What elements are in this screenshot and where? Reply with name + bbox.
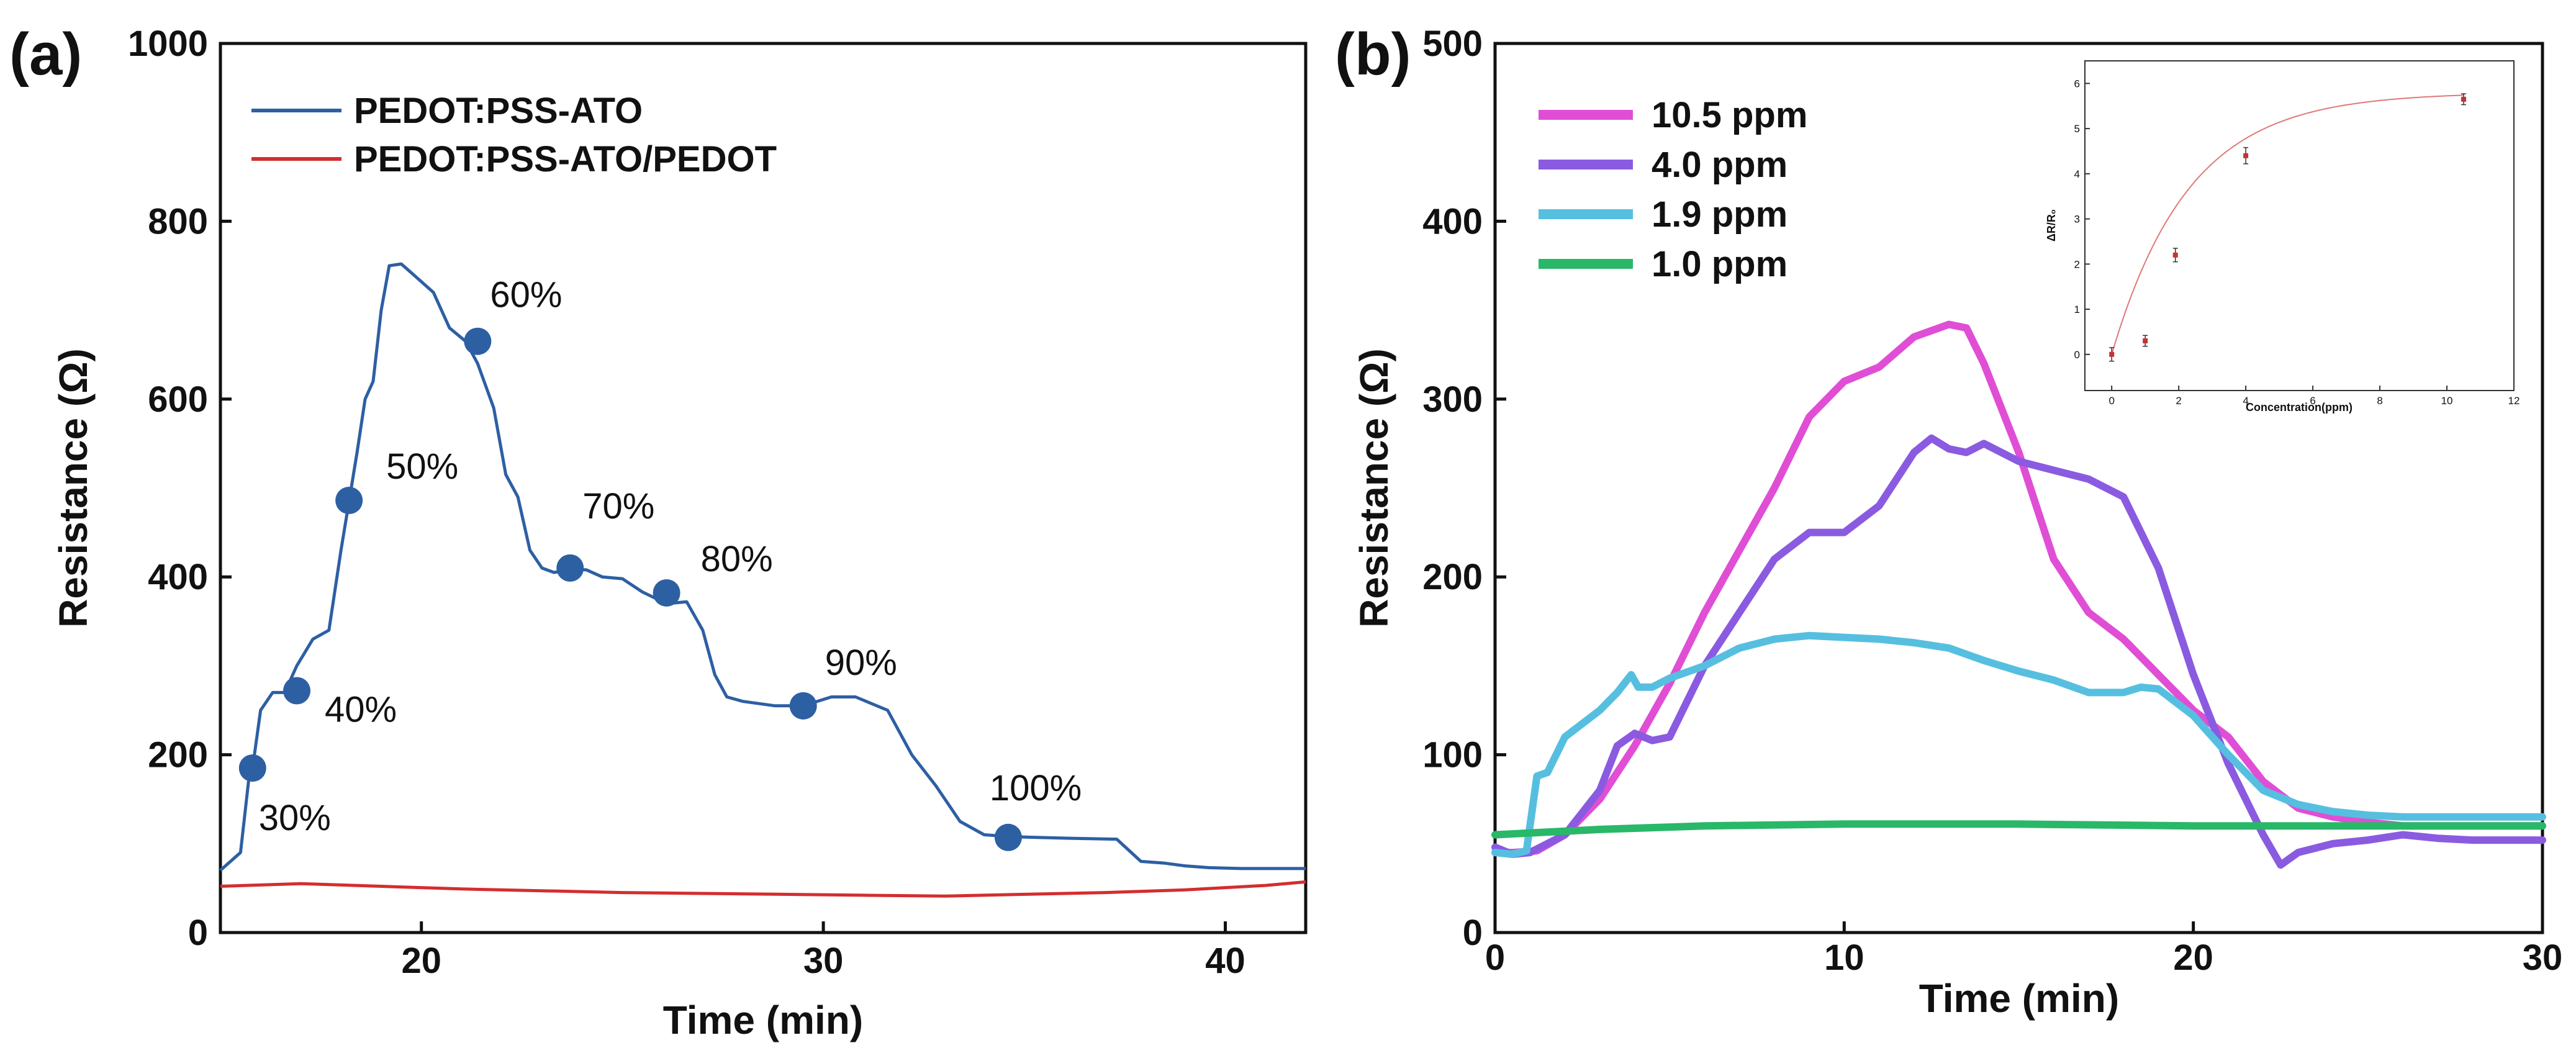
panel-b-label: (b) [1335, 21, 1411, 88]
inset-data-point [2461, 96, 2467, 102]
inset-data-point [2172, 252, 2178, 258]
inset-ytick-label: 0 [2074, 349, 2080, 361]
inset-frame [2084, 60, 2515, 391]
inset-xlabel: Concentration(ppm) [2246, 401, 2352, 414]
a-marker-point [653, 579, 680, 607]
b-ytick-label: 500 [1422, 24, 1483, 64]
inset-fit-curve [2111, 94, 2464, 355]
b-series-line-3 [1491, 820, 2546, 839]
a-marker-point [789, 692, 817, 720]
legend-label-b-3: 1.0 ppm [1652, 244, 1787, 284]
inset-xtick-label: 12 [2508, 395, 2520, 407]
a-marker-point [464, 327, 492, 355]
panel-a-legend: PEDOT:PSS-ATO PEDOT:PSS-ATO/PEDOT [251, 91, 777, 179]
b-ytick-label: 100 [1422, 735, 1483, 775]
a-marker-label: 70% [582, 486, 654, 526]
inset-ytick-label: 3 [2074, 214, 2080, 225]
inset-ylabel: ΔR/R₀ [2045, 209, 2058, 242]
panel-a-ylabel: Resistance (Ω) [51, 348, 96, 628]
legend-label-a-0: PEDOT:PSS-ATO [354, 91, 643, 131]
a-marker-label: 40% [325, 689, 397, 730]
a-marker-point [335, 487, 363, 515]
inset-data-point [2243, 153, 2249, 158]
a-marker-label: 30% [259, 798, 331, 838]
inset-plot [2109, 93, 2467, 362]
b-ytick-label: 200 [1422, 557, 1483, 597]
a-ytick-label: 1000 [128, 24, 208, 64]
panel-a-frame [219, 42, 1308, 934]
inset-ytick-label: 5 [2074, 123, 2080, 135]
panel-a-markers: 30% 40% 50% 60% 70% 80% 90% 100% [238, 275, 1082, 851]
panel-b-legend: 10.5 ppm 4.0 ppm 1.9 ppm 1.0 ppm [1539, 95, 1807, 284]
b-series-line-1 [1491, 434, 2546, 869]
a-marker-point [238, 754, 266, 782]
a-ytick-label: 400 [148, 557, 208, 597]
panel-a: (a) 0 200 400 600 800 1000 20 30 40 30% 40% 50% 60%… [9, 21, 1308, 1042]
a-xtick-label: 40 [1205, 941, 1245, 981]
b-series-line-2 [1491, 631, 2546, 858]
inset-data-point [2109, 351, 2115, 357]
legend-label-b-0: 10.5 ppm [1652, 95, 1807, 135]
panel-a-series [219, 262, 1306, 898]
b-xtick-label: 10 [1824, 938, 1864, 978]
inset-ytick-label: 4 [2074, 168, 2080, 180]
inset-background [2084, 60, 2515, 391]
inset-xtick-label: 4 [2243, 395, 2248, 407]
panel-b-xlabel: Time (min) [1919, 976, 2119, 1021]
a-marker-point [994, 823, 1022, 851]
legend-label-b-1: 4.0 ppm [1652, 145, 1787, 185]
a-marker-label: 50% [386, 446, 458, 487]
inset-xtick-label: 10 [2441, 395, 2453, 407]
a-marker-label: 60% [490, 275, 562, 315]
a-marker-label: 80% [701, 539, 773, 579]
legend-label-b-2: 1.9 ppm [1652, 194, 1787, 235]
a-marker-label: 90% [825, 643, 897, 683]
a-xtick-label: 20 [401, 941, 441, 981]
b-ytick-label: 0 [1463, 913, 1483, 953]
b-ytick-label: 300 [1422, 379, 1483, 420]
a-ytick-label: 200 [148, 735, 208, 775]
b-xtick-label: 30 [2523, 938, 2563, 978]
a-marker-label: 100% [990, 768, 1082, 808]
inset-ytick-label: 1 [2074, 304, 2080, 315]
a-marker-point [283, 677, 311, 705]
panel-b-frame [1493, 42, 2544, 934]
panel-a-ticks: 0 200 400 600 800 1000 20 30 40 [128, 24, 1245, 981]
a-ytick-label: 800 [148, 201, 208, 242]
panel-a-xlabel: Time (min) [663, 998, 863, 1042]
b-xtick-label: 0 [1485, 938, 1505, 978]
inset-xtick-label: 2 [2176, 395, 2181, 407]
a-ytick-label: 0 [188, 913, 208, 953]
inset-ytick-label: 6 [2074, 78, 2080, 89]
a-ytick-label: 600 [148, 379, 208, 420]
inset-ytick-label: 2 [2074, 258, 2080, 270]
a-series-line-1 [220, 880, 1306, 898]
inset-xtick-label: 8 [2377, 395, 2382, 407]
panel-b-series [1491, 320, 2546, 869]
a-xtick-label: 30 [803, 941, 844, 981]
legend-label-a-1: PEDOT:PSS-ATO/PEDOT [354, 139, 777, 179]
b-xtick-label: 20 [2173, 938, 2213, 978]
panel-b-ylabel: Resistance (Ω) [1352, 348, 1396, 628]
panel-a-label: (a) [9, 21, 82, 88]
a-marker-point [556, 554, 584, 582]
inset-xtick-label: 0 [2108, 395, 2114, 407]
b-ytick-label: 400 [1422, 201, 1483, 242]
b-series-line-0 [1491, 320, 2546, 857]
inset-xtick-label: 6 [2310, 395, 2315, 407]
inset-data-point [2143, 338, 2148, 343]
